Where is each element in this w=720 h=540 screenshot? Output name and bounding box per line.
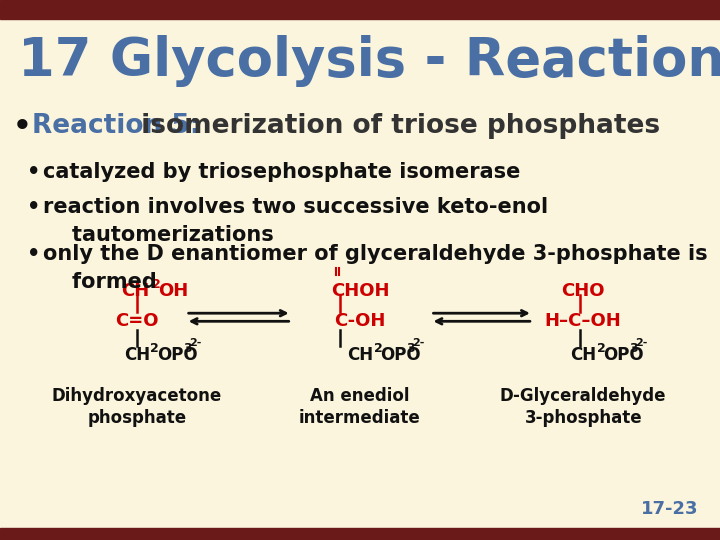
- Text: Dihydroxyacetone
phosphate: Dihydroxyacetone phosphate: [52, 387, 222, 427]
- Text: 17 Glycolysis - Reaction 5: 17 Glycolysis - Reaction 5: [18, 35, 720, 87]
- Text: •: •: [27, 244, 41, 264]
- Text: 3: 3: [629, 342, 638, 355]
- Text: D-Glyceraldehyde
3-phosphate: D-Glyceraldehyde 3-phosphate: [500, 387, 667, 427]
- Text: Reaction 5:: Reaction 5:: [32, 113, 201, 139]
- Text: H–C–OH: H–C–OH: [545, 312, 621, 329]
- Text: C=O: C=O: [115, 312, 158, 329]
- Text: CH: CH: [347, 346, 373, 363]
- Text: •: •: [27, 162, 41, 182]
- Text: CH: CH: [124, 346, 150, 363]
- Text: CHO: CHO: [562, 282, 605, 300]
- Text: An enediol
intermediate: An enediol intermediate: [299, 387, 421, 427]
- Text: 2: 2: [152, 278, 161, 291]
- Text: reaction involves two successive keto-enol
    tautomerizations: reaction involves two successive keto-en…: [43, 197, 549, 245]
- Text: CHOH: CHOH: [330, 282, 390, 300]
- Text: 17-23: 17-23: [641, 501, 698, 518]
- Text: isomerization of triose phosphates: isomerization of triose phosphates: [132, 113, 660, 139]
- Text: CH: CH: [121, 282, 150, 300]
- Text: 2: 2: [374, 342, 382, 355]
- Text: OH: OH: [158, 282, 189, 300]
- Text: CH: CH: [570, 346, 596, 363]
- Text: 3: 3: [406, 342, 415, 355]
- Text: C-OH: C-OH: [334, 312, 386, 329]
- Text: 2-: 2-: [635, 338, 647, 348]
- Text: •: •: [13, 113, 32, 141]
- Text: OPO: OPO: [380, 346, 420, 363]
- Text: OPO: OPO: [603, 346, 644, 363]
- Text: 3: 3: [183, 342, 192, 355]
- Text: only the D enantiomer of glyceraldehyde 3-phosphate is
    formed: only the D enantiomer of glyceraldehyde …: [43, 244, 708, 292]
- Text: 2: 2: [597, 342, 606, 355]
- Text: •: •: [27, 197, 41, 217]
- Text: 2-: 2-: [189, 338, 201, 348]
- Text: catalyzed by triosephosphate isomerase: catalyzed by triosephosphate isomerase: [43, 162, 521, 182]
- Text: 2: 2: [150, 342, 159, 355]
- Text: 2-: 2-: [412, 338, 424, 348]
- Text: OPO: OPO: [157, 346, 197, 363]
